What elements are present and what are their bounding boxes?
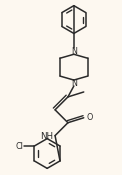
Text: NH: NH (40, 132, 53, 141)
Text: N: N (71, 79, 77, 88)
Text: O: O (87, 113, 93, 122)
Text: N: N (71, 47, 77, 56)
Text: Cl: Cl (16, 142, 23, 150)
